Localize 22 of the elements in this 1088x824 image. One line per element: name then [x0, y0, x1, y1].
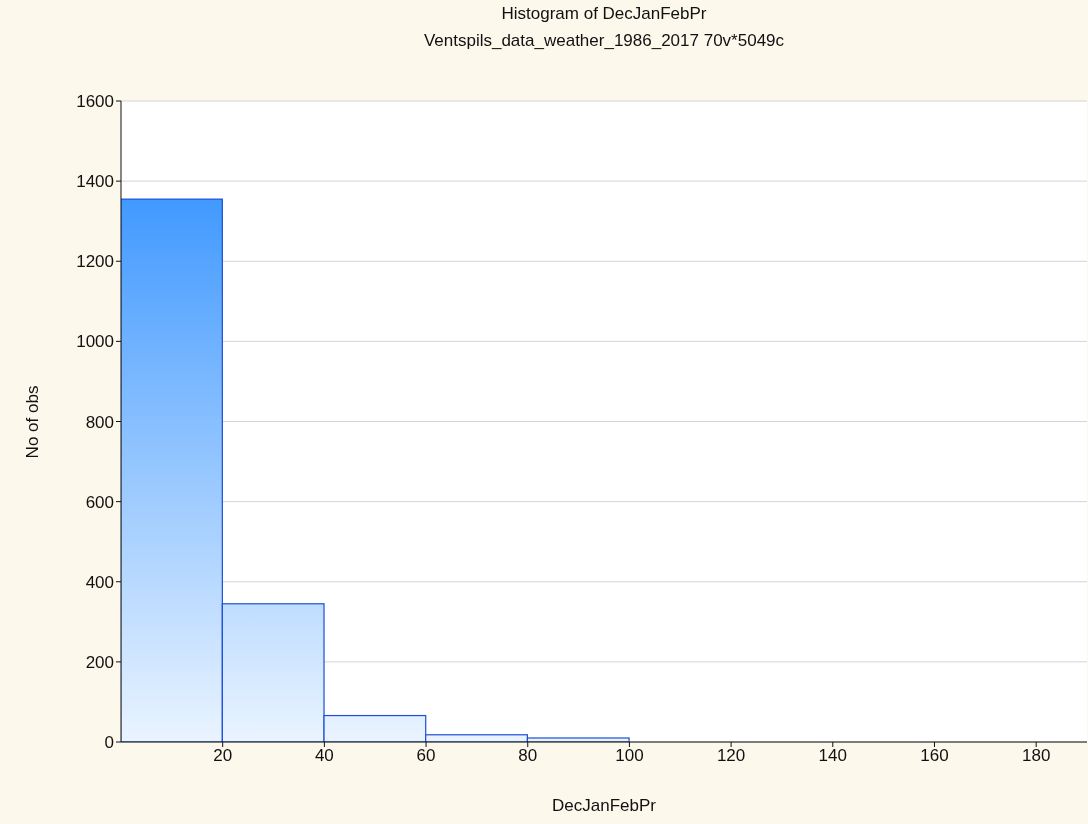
y-tick-label: 400 [85, 572, 114, 592]
x-tick-label: 40 [314, 746, 334, 766]
x-tick-label: 20 [213, 746, 233, 766]
x-tick-label: 160 [920, 746, 949, 766]
y-tick-label: 200 [85, 652, 114, 672]
y-tick-label: 600 [85, 492, 114, 512]
y-tick-label: 1200 [76, 252, 114, 272]
y-axis-title: No of obs [23, 385, 43, 458]
x-tick-label: 140 [818, 746, 847, 766]
chart-title: Histogram of DecJanFebPr [500, 4, 708, 24]
x-tick-label: 120 [716, 746, 746, 766]
x-tick-label: 80 [518, 746, 538, 766]
x-tick-label: 100 [615, 746, 644, 766]
y-tick-label: 1000 [76, 332, 114, 352]
x-tick-label: 180 [1021, 746, 1051, 766]
x-tick-label: 60 [416, 746, 436, 766]
y-tick-label: 1400 [76, 172, 114, 192]
x-axis-title: DecJanFebPr [551, 796, 657, 816]
chart-subtitle: Ventspils_data_weather_1986_2017 70v*5049c [422, 31, 786, 51]
y-tick-label: 1600 [76, 92, 114, 112]
y-tick-label: 0 [104, 733, 114, 753]
y-tick-label: 800 [85, 412, 114, 432]
